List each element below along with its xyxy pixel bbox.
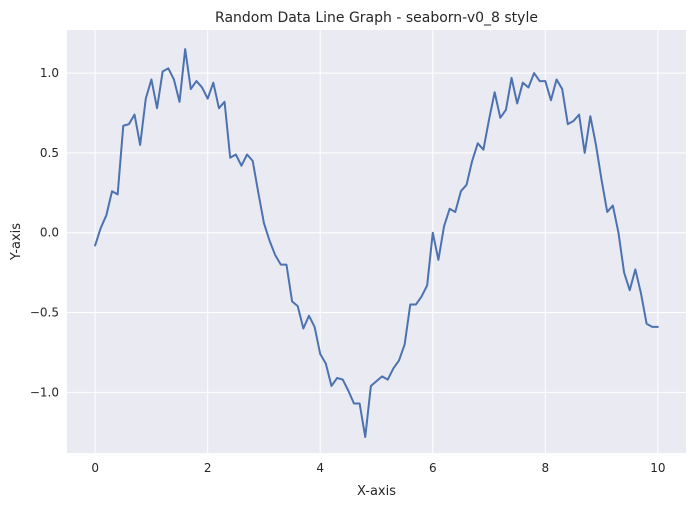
series-group [94,48,659,439]
x-tick-labels: 0 2 4 6 8 10 [91,461,665,475]
grid [67,30,686,453]
x-tick-label: 0 [91,461,99,475]
y-tick-label: 0.0 [40,226,59,240]
y-tick-label: −1.0 [30,385,59,399]
x-tick-label: 2 [204,461,212,475]
x-tick-label: 10 [650,461,665,475]
x-tick-label: 4 [316,461,324,475]
x-axis-label: X-axis [357,484,396,499]
y-axis-label: Y-axis [9,223,24,261]
y-tick-label: 1.0 [40,66,59,80]
y-tick-label: 0.5 [40,146,59,160]
series-line [94,48,659,439]
y-tick-labels: −1.0 −0.5 0.0 0.5 1.0 [30,66,59,399]
y-tick-label: −0.5 [30,306,59,320]
x-tick-label: 6 [429,461,437,475]
x-tick-label: 8 [541,461,549,475]
chart-title: Random Data Line Graph - seaborn-v0_8 st… [215,10,538,26]
plot-area [67,30,686,453]
